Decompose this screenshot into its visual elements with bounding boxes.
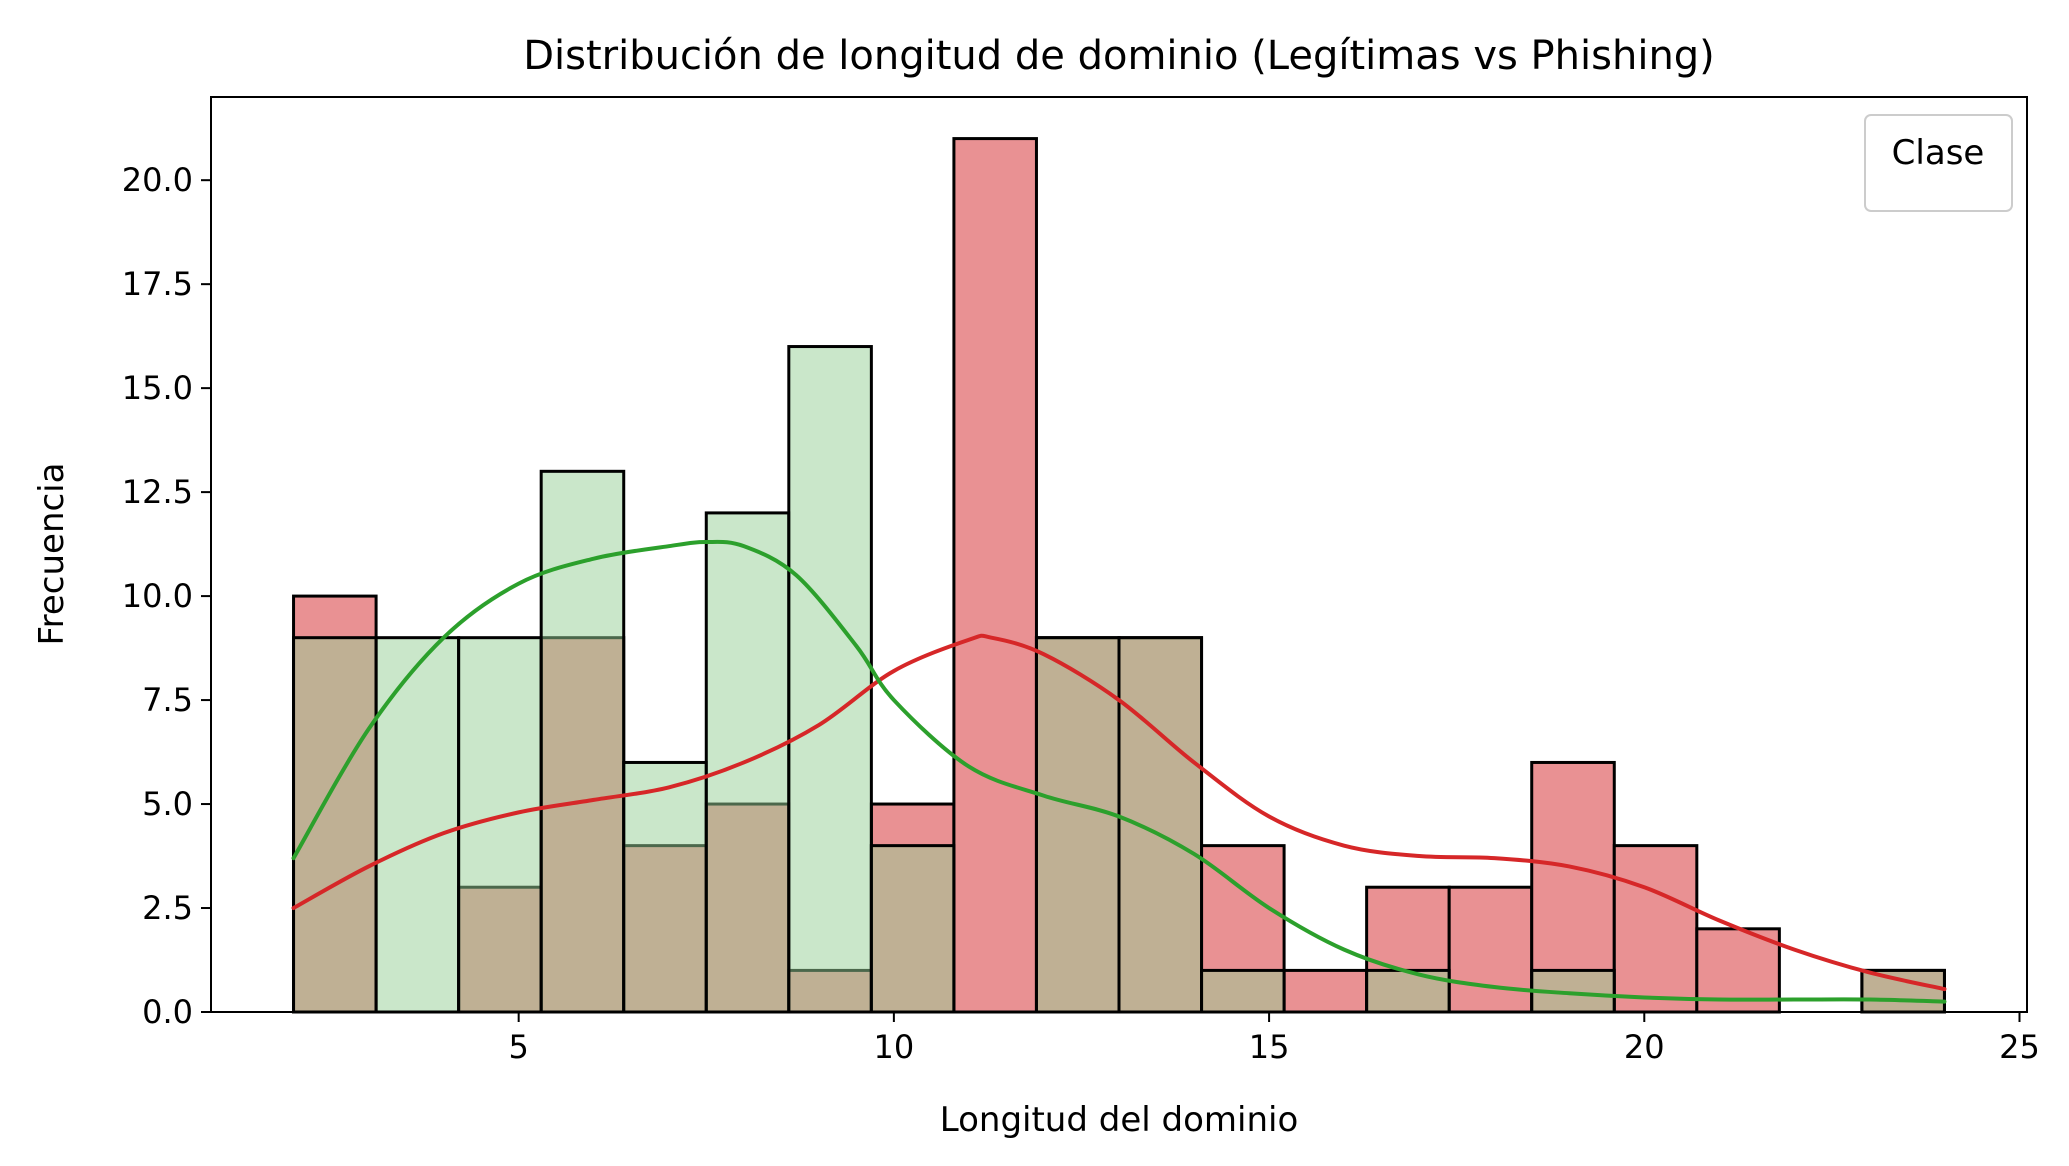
y-axis: 0.0 2.5 5.0 7.5 10.0 12.5 15.0 17.5 20.0 — [122, 161, 211, 1031]
x-tick-label: 10 — [874, 1028, 915, 1066]
y-tick-label: 0.0 — [142, 993, 193, 1031]
x-tick-label: 25 — [1999, 1028, 2040, 1066]
x-tick-label: 15 — [1249, 1028, 1290, 1066]
histogram-bar — [622, 760, 708, 1014]
histogram-bar — [374, 636, 461, 1014]
histogram-bar — [1447, 885, 1534, 1014]
legend: Clase — [1864, 114, 2013, 212]
x-axis-label: Longitud del dominio — [940, 1100, 1299, 1140]
histogram-bar — [292, 636, 378, 1014]
histogram-bar — [1860, 968, 1946, 1014]
plot-frame — [210, 96, 2028, 1013]
y-tick-label: 5.0 — [142, 785, 193, 823]
legend-box — [1864, 114, 2013, 212]
x-axis: 5 10 15 20 25 — [508, 1012, 2040, 1066]
y-axis-label: Frecuencia — [32, 463, 72, 646]
histogram-bar — [787, 345, 873, 1014]
kde-curve — [291, 633, 1947, 992]
y-tick-label: 15.0 — [122, 369, 193, 407]
histogram-bar — [869, 844, 956, 1014]
chart-title: Distribución de longitud de dominio (Leg… — [523, 33, 1715, 79]
kde-curve — [291, 539, 1947, 1004]
y-tick-label: 7.5 — [142, 681, 193, 719]
histogram-bar — [1117, 636, 1204, 1014]
histogram-bar — [1282, 968, 1369, 1014]
histogram-bar — [952, 137, 1038, 1014]
y-tick-label: 10.0 — [122, 577, 193, 615]
histogram-bar — [1612, 844, 1699, 1014]
y-tick-label: 12.5 — [122, 473, 193, 511]
histogram-bar — [1034, 636, 1121, 1014]
histogram-bar — [1200, 968, 1286, 1014]
x-tick-label: 20 — [1624, 1028, 1665, 1066]
y-tick-label: 2.5 — [142, 889, 193, 927]
legend-title: Clase — [1892, 133, 1985, 173]
y-tick-label: 17.5 — [122, 265, 193, 303]
y-tick-label: 20.0 — [122, 161, 193, 199]
kde-layer — [291, 539, 1947, 1004]
x-tick-label: 5 — [508, 1028, 528, 1066]
bars-layer — [292, 137, 1946, 1014]
histogram-bar — [539, 469, 626, 1014]
